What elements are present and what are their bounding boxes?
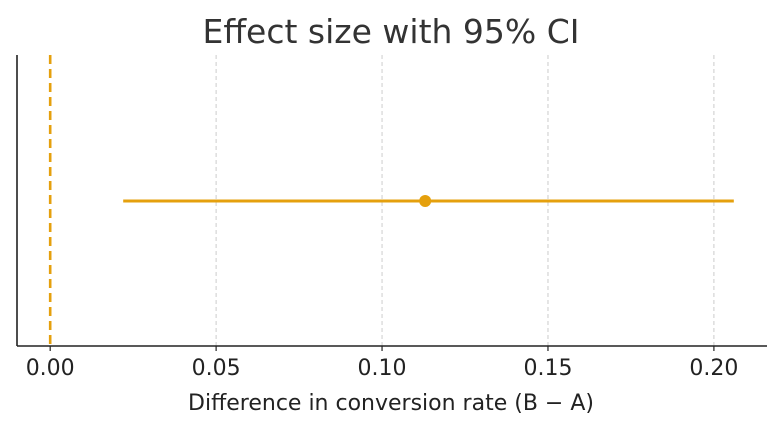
x-tick-label: 0.10 [358,356,407,381]
chart-title: Effect size with 95% CI [202,12,579,51]
x-tick-label: 0.05 [192,356,241,381]
x-axis-ticks: 0.00 0.05 0.10 0.15 0.20 [26,346,738,381]
x-tick-label: 0.15 [523,356,572,381]
point-estimate-marker [419,195,432,207]
x-tick-label: 0.00 [26,356,75,381]
x-tick-label: 0.20 [689,356,738,381]
x-axis-label: Difference in conversion rate (B − A) [188,391,594,416]
